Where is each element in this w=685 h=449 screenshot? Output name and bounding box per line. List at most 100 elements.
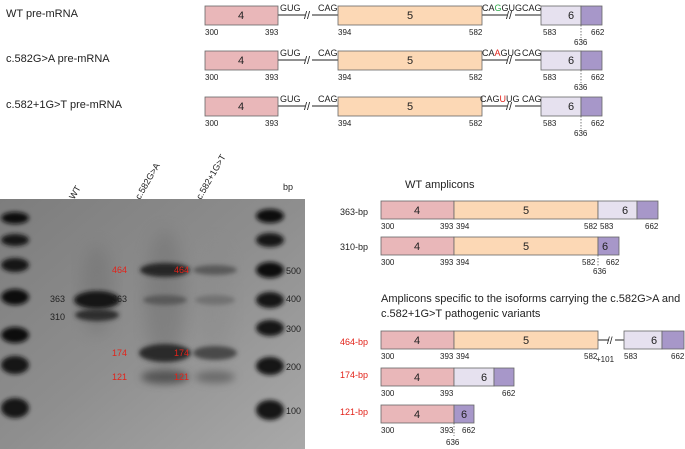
transcript-c582-1g-t: c.582+1G>T pre-mRNA // // 4 5 6 GUG CAG … [6,94,605,138]
position-label: 394 [338,73,352,82]
band-label: 363 [50,294,65,304]
exon-6-part-b [580,5,603,26]
position-label: 662 [671,352,685,361]
band-label: 310 [50,312,65,322]
transcript-label: c.582+1G>T pre-mRNA [6,99,123,111]
intron-break: // [304,10,311,22]
transcript-label: WT pre-mRNA [6,8,79,20]
position-label: 662 [591,119,605,128]
position-label: 583 [543,28,557,37]
gel-image [0,199,305,449]
position-label: 300 [205,28,219,37]
exon-6-part-b [493,367,515,387]
position-label: 300 [381,222,395,231]
amplicon-464: 464-bp // 4 5 6 300 393 394 582 +101 583… [340,330,685,364]
position-label: 393 [440,389,454,398]
exon-6-label: 6 [622,205,628,217]
ladder-right [256,209,284,420]
band-label-red: 174 [112,348,127,358]
position-label: 300 [205,119,219,128]
exon-6-part-a [540,96,582,117]
exon-4-label: 4 [414,372,420,384]
motif-cag: CAG [318,48,338,58]
exon-6-label: 6 [651,335,657,347]
wt-amplicons-title: WT amplicons [405,179,475,191]
motif-gug: GUG [280,3,301,13]
position-label: 662 [645,222,659,231]
intron-break: // [506,55,513,67]
amplicon-310: 310-bp 4 5 6 300 393 394 582 636 662 [340,236,620,276]
gel-lane-labels: WT c.582G>A c.582+1G>T bp [67,152,293,201]
lane-wt [74,245,120,335]
position-label: 394 [338,28,352,37]
position-label: 394 [338,119,352,128]
exon-5-label: 5 [523,205,529,217]
motif-cag: CAG [522,3,542,13]
lane-label-wt: WT [67,183,83,201]
amplicon-label: 310-bp [340,242,368,252]
position-label: 300 [381,389,395,398]
exon-5 [337,50,483,71]
position-label: 393 [265,119,279,128]
position-label: 393 [440,258,454,267]
bp-label: bp [283,182,293,192]
ladder-label: 100 [286,406,301,416]
exon-6-label: 6 [568,10,574,22]
exon-4-label: 4 [414,205,420,217]
exon-6-part-b [453,404,475,424]
transcript-label: c.582G>A pre-mRNA [6,53,110,65]
position-label: 393 [440,222,454,231]
position-label: 636 [593,267,607,276]
exon-6-part-a [597,200,638,220]
position-label: 393 [440,426,454,435]
splice-sequence: CAAGUG [482,48,521,58]
band-label-red: 121 [174,372,189,382]
exon-6-part-b [580,50,603,71]
ladder-label: 400 [286,294,301,304]
position-label: 636 [574,129,588,138]
position-label: 662 [606,258,620,267]
exon-5 [453,330,599,350]
ladder-label: 500 [286,266,301,276]
exon-4 [204,5,279,26]
exon-4-label: 4 [238,10,244,22]
amplicon-363: 363-bp 4 5 6 300 393 394 582 583 662 [340,200,659,231]
motif-cag: CAG [318,94,338,104]
intron-break: // [506,10,513,22]
exon-6-label: 6 [481,372,487,384]
amplicon-label: 174-bp [340,370,368,380]
exon-6-part-a [540,50,582,71]
position-label: 582 [584,352,598,361]
ladder-label: 200 [286,362,301,372]
exon-4-label: 4 [414,409,420,421]
position-label: 582 [469,28,483,37]
lane-c582g-a [139,230,191,384]
position-label: 394 [456,258,470,267]
lane-label-c582-1g-t: c.582+1G>T [194,152,228,201]
position-label: 394 [456,352,470,361]
band-label-red: 174 [174,348,189,358]
exon-6-label: 6 [568,101,574,113]
motif-gug: GUG [280,94,301,104]
motif-cag: CAG [522,48,542,58]
ladder-left [1,212,29,418]
position-label: 393 [265,73,279,82]
exon-5-label: 5 [407,55,413,67]
exon-6-part-b [636,200,659,220]
exon-4 [204,50,279,71]
band-label-red: 464 [174,265,189,275]
position-label: 582 [469,119,483,128]
transcript-c582g-a: c.582G>A pre-mRNA // // 4 5 6 GUG CAG CA… [6,48,605,92]
transcript-wt: WT pre-mRNA // // 4 5 6 GUG CAG CAG CAGG… [6,3,605,47]
isoform-title-line1: Amplicons specific to the isoforms carry… [381,293,680,305]
amplicon-121: 121-bp 4 6 300 393 636 662 [340,404,476,447]
motif-gug: GUG [280,48,301,58]
position-label: 582 [582,258,596,267]
lane-c582-1g-t [193,240,237,383]
position-label: 300 [205,73,219,82]
amplicon-174: 174-bp 4 6 300 393 662 [340,367,516,398]
amplicon-label: 464-bp [340,337,368,347]
exon-4 [204,96,279,117]
intron-break: // [506,101,513,113]
position-label: 583 [543,119,557,128]
